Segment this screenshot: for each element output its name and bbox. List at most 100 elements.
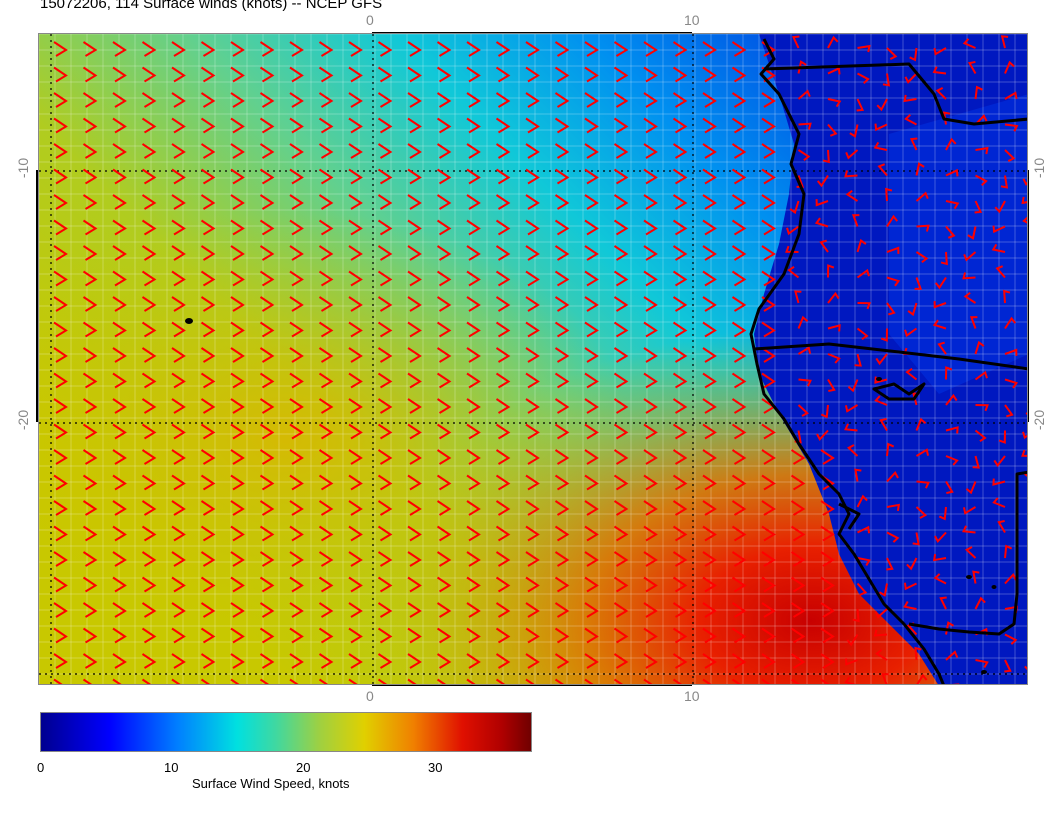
wind-barb xyxy=(554,576,570,593)
wind-barb xyxy=(289,245,304,261)
wind-barb xyxy=(318,321,334,338)
wind-barb xyxy=(525,525,540,542)
wind-barb xyxy=(554,500,570,516)
wind-barb xyxy=(289,194,304,210)
wind-barb xyxy=(827,123,838,137)
wind-barb xyxy=(584,525,599,542)
wind-barb xyxy=(584,500,599,516)
wind-barb xyxy=(702,500,717,516)
wind-barb xyxy=(525,398,540,414)
wind-barb xyxy=(53,372,68,389)
wind-barb xyxy=(880,328,888,342)
wind-barb xyxy=(348,296,363,312)
wind-barb xyxy=(525,551,540,567)
wind-barb xyxy=(377,270,393,287)
wind-barb xyxy=(702,678,712,684)
wind-barb xyxy=(53,117,68,134)
wind-barb xyxy=(975,146,989,155)
wind-barb xyxy=(348,219,363,236)
wind-barb xyxy=(259,347,275,363)
wind-barb xyxy=(554,219,570,236)
wind-barb xyxy=(348,143,363,159)
wind-barb xyxy=(53,41,68,57)
wind-barb xyxy=(761,500,776,516)
wind-barb xyxy=(53,551,68,567)
wind-barb xyxy=(436,551,452,567)
wind-barb xyxy=(702,602,717,618)
wind-barbs xyxy=(53,35,1027,684)
wind-barb xyxy=(259,372,275,389)
wind-barb xyxy=(171,66,186,83)
wind-barb xyxy=(112,92,127,108)
wind-barb xyxy=(643,66,658,83)
wind-barb xyxy=(672,500,688,516)
wind-barb xyxy=(259,500,275,516)
wind-barb xyxy=(584,270,599,287)
wind-barb xyxy=(200,117,216,134)
wind-barb xyxy=(933,301,947,309)
wind-barb xyxy=(200,398,216,414)
wind-barb xyxy=(731,347,747,363)
wind-barb xyxy=(1004,573,1017,585)
wind-barb xyxy=(702,143,717,159)
wind-barb xyxy=(820,602,835,618)
wind-barb xyxy=(998,430,1006,444)
wind-barb xyxy=(141,92,157,108)
wind-barb xyxy=(1000,35,1009,49)
wind-barb xyxy=(761,653,776,669)
wind-barb xyxy=(672,551,688,567)
wind-barb xyxy=(702,347,717,363)
wind-barb xyxy=(786,225,800,236)
wind-barb xyxy=(259,92,275,108)
wind-barb xyxy=(702,41,717,57)
wind-speed-map[interactable] xyxy=(38,33,1028,685)
wind-barb xyxy=(820,551,835,567)
wind-barb xyxy=(915,417,927,431)
wind-barb xyxy=(672,41,688,57)
wind-barb xyxy=(171,92,186,108)
colorbar-tick-20: 20 xyxy=(296,760,311,775)
wind-barb xyxy=(554,602,570,618)
wind-barb xyxy=(466,219,481,236)
wind-barb xyxy=(289,602,304,618)
wind-barb xyxy=(643,474,658,491)
wind-barb xyxy=(171,296,186,312)
wind-barb xyxy=(82,219,98,236)
wind-barb xyxy=(915,191,929,202)
wind-barb xyxy=(141,168,157,185)
wind-barb xyxy=(916,673,928,684)
wind-barb xyxy=(613,194,629,210)
wind-barb xyxy=(82,66,98,83)
wind-barb xyxy=(436,296,452,312)
wind-barb xyxy=(731,41,747,57)
wind-barb xyxy=(436,321,452,338)
wind-barb xyxy=(82,296,98,312)
wind-barb xyxy=(200,296,216,312)
wind-barb xyxy=(525,372,540,389)
wind-barb xyxy=(318,423,334,440)
wind-barb xyxy=(466,551,481,567)
wind-barb xyxy=(1021,449,1027,457)
wind-barb xyxy=(377,372,393,389)
wind-barb xyxy=(613,117,629,134)
wind-barb xyxy=(554,296,570,312)
wind-barb xyxy=(200,602,216,618)
wind-barb xyxy=(963,291,977,304)
wind-barb xyxy=(466,678,476,684)
wind-barb xyxy=(797,315,809,329)
wind-barb xyxy=(200,321,216,338)
wind-barb xyxy=(289,117,304,134)
wind-barb xyxy=(935,87,947,100)
wind-barb xyxy=(1022,216,1027,224)
wind-barb xyxy=(672,168,688,185)
wind-barb xyxy=(672,474,688,491)
wind-barb xyxy=(436,576,452,593)
wind-barb xyxy=(112,321,127,338)
wind-barb xyxy=(857,525,871,534)
wind-barb xyxy=(259,143,275,159)
wind-barb xyxy=(230,219,245,236)
wind-barb xyxy=(141,143,157,159)
wind-barb xyxy=(584,296,599,312)
wind-barb xyxy=(230,525,245,542)
wind-barb xyxy=(230,500,245,516)
